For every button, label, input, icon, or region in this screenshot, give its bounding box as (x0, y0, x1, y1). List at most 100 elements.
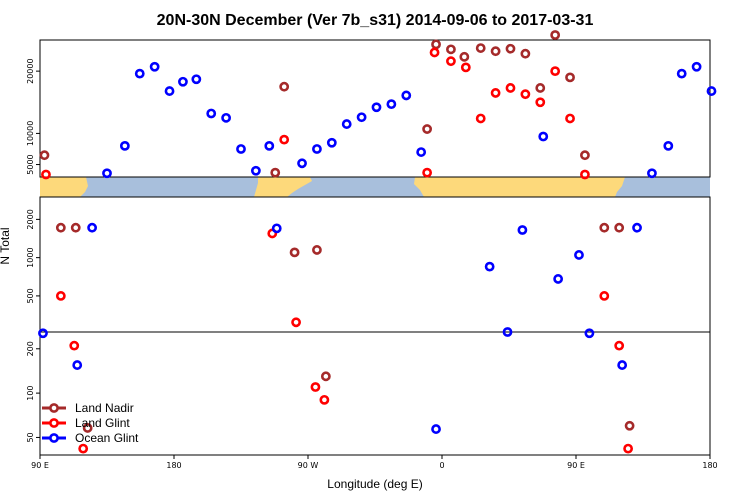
point-land-glint (69, 340, 80, 351)
point-land-glint (446, 56, 456, 67)
point-land-glint (41, 169, 51, 180)
point-land-nadir (624, 420, 635, 431)
point-land-glint (279, 134, 290, 145)
x-ticks: 90 E 180 90 W 0 90 E 180 (31, 455, 718, 470)
y-tick-label: 5000 (26, 154, 35, 174)
point-land-nadir (565, 72, 575, 83)
point-land-nadir (446, 44, 456, 55)
map-band (40, 177, 710, 197)
point-ocean-glint (356, 112, 367, 123)
point-land-glint (429, 47, 440, 58)
point-land-glint (550, 66, 561, 77)
legend-marker (49, 433, 59, 443)
point-land-nadir (580, 150, 590, 161)
x-tick-label: 90 E (31, 461, 49, 470)
point-land-nadir (431, 39, 441, 50)
point-land-nadir (505, 43, 516, 54)
point-land-glint (310, 382, 321, 392)
point-ocean-glint (102, 168, 112, 179)
point-land-glint (475, 113, 486, 124)
point-land-glint (623, 443, 634, 454)
point-land-glint (490, 88, 501, 98)
point-land-nadir (270, 167, 281, 178)
legend-label: Land Glint (75, 416, 130, 430)
point-land-nadir (614, 222, 625, 233)
point-land-glint (520, 89, 531, 100)
point-ocean-glint (617, 360, 628, 370)
y-tick-label: 20000 (26, 58, 35, 83)
point-land-nadir (550, 30, 561, 40)
point-ocean-glint (326, 137, 337, 148)
point-land-nadir (535, 83, 546, 93)
legend-marker (49, 403, 59, 413)
point-land-nadir (70, 222, 81, 233)
point-ocean-glint (149, 61, 160, 72)
y-tick-label: 500 (26, 288, 35, 303)
point-ocean-glint (72, 360, 83, 370)
point-land-glint (599, 291, 610, 301)
point-ocean-glint (87, 222, 98, 233)
point-land-nadir (39, 150, 50, 161)
data-points (38, 30, 717, 454)
x-tick-label: 180 (166, 461, 181, 470)
point-ocean-glint (691, 61, 702, 72)
point-ocean-glint (401, 90, 412, 101)
y-tick-label: 2000 (26, 209, 35, 229)
point-land-nadir (82, 423, 93, 433)
x-tick-label: 180 (702, 461, 717, 470)
point-ocean-glint (264, 140, 275, 151)
point-ocean-glint (553, 274, 564, 284)
point-ocean-glint (164, 86, 175, 96)
y-tick-label: 200 (26, 341, 35, 356)
point-land-glint (505, 83, 516, 93)
legend-label: Land Nadir (75, 401, 134, 415)
point-land-nadir (490, 46, 501, 57)
x-axis-label: Longitude (deg E) (327, 477, 422, 491)
point-ocean-glint (178, 76, 188, 87)
y-tick-label: 100 (26, 385, 35, 400)
point-ocean-glint (236, 144, 246, 154)
point-land-nadir (475, 43, 486, 53)
x-tick-label: 90 E (567, 461, 585, 470)
point-ocean-glint (119, 140, 130, 151)
point-land-glint (460, 62, 471, 73)
y-ticks: 5000 10000 20000 500 1000 2000 50 100 200 (26, 58, 40, 443)
point-ocean-glint (271, 223, 282, 234)
point-ocean-glint (297, 158, 307, 169)
point-ocean-glint (312, 144, 322, 154)
point-land-glint (535, 97, 546, 108)
point-ocean-glint (647, 168, 657, 179)
map-band-land-west (40, 177, 88, 197)
x-tick-label: 90 W (298, 461, 319, 470)
legend-label: Ocean Glint (75, 431, 139, 445)
map-band-land-americas (254, 177, 312, 197)
point-ocean-glint (206, 108, 217, 119)
point-ocean-glint (517, 225, 528, 235)
point-ocean-glint (484, 261, 495, 272)
point-ocean-glint (386, 99, 397, 110)
point-land-nadir (599, 222, 610, 233)
point-ocean-glint (38, 328, 48, 339)
point-ocean-glint (706, 86, 717, 96)
point-land-glint (78, 443, 89, 454)
point-ocean-glint (538, 131, 549, 142)
point-land-nadir (289, 247, 300, 258)
point-land-nadir (312, 245, 322, 255)
y-axis-label: N Total (0, 227, 12, 264)
chart-title: 20N-30N December (Ver 7b_s31) 2014-09-06… (157, 12, 594, 29)
point-ocean-glint (416, 147, 427, 157)
point-ocean-glint (134, 68, 145, 79)
point-ocean-glint (663, 140, 674, 151)
point-land-nadir (422, 124, 433, 134)
lower-panel-frame (39, 196, 711, 456)
point-ocean-glint (584, 328, 595, 339)
x-tick-label: 0 (439, 461, 444, 470)
y-tick-label: 10000 (26, 121, 35, 146)
point-ocean-glint (574, 250, 584, 260)
plot-frames (39, 39, 711, 456)
point-ocean-glint (221, 112, 232, 123)
upper-panel-frame (39, 39, 711, 178)
legend-marker (49, 418, 59, 428)
point-ocean-glint (250, 165, 261, 176)
